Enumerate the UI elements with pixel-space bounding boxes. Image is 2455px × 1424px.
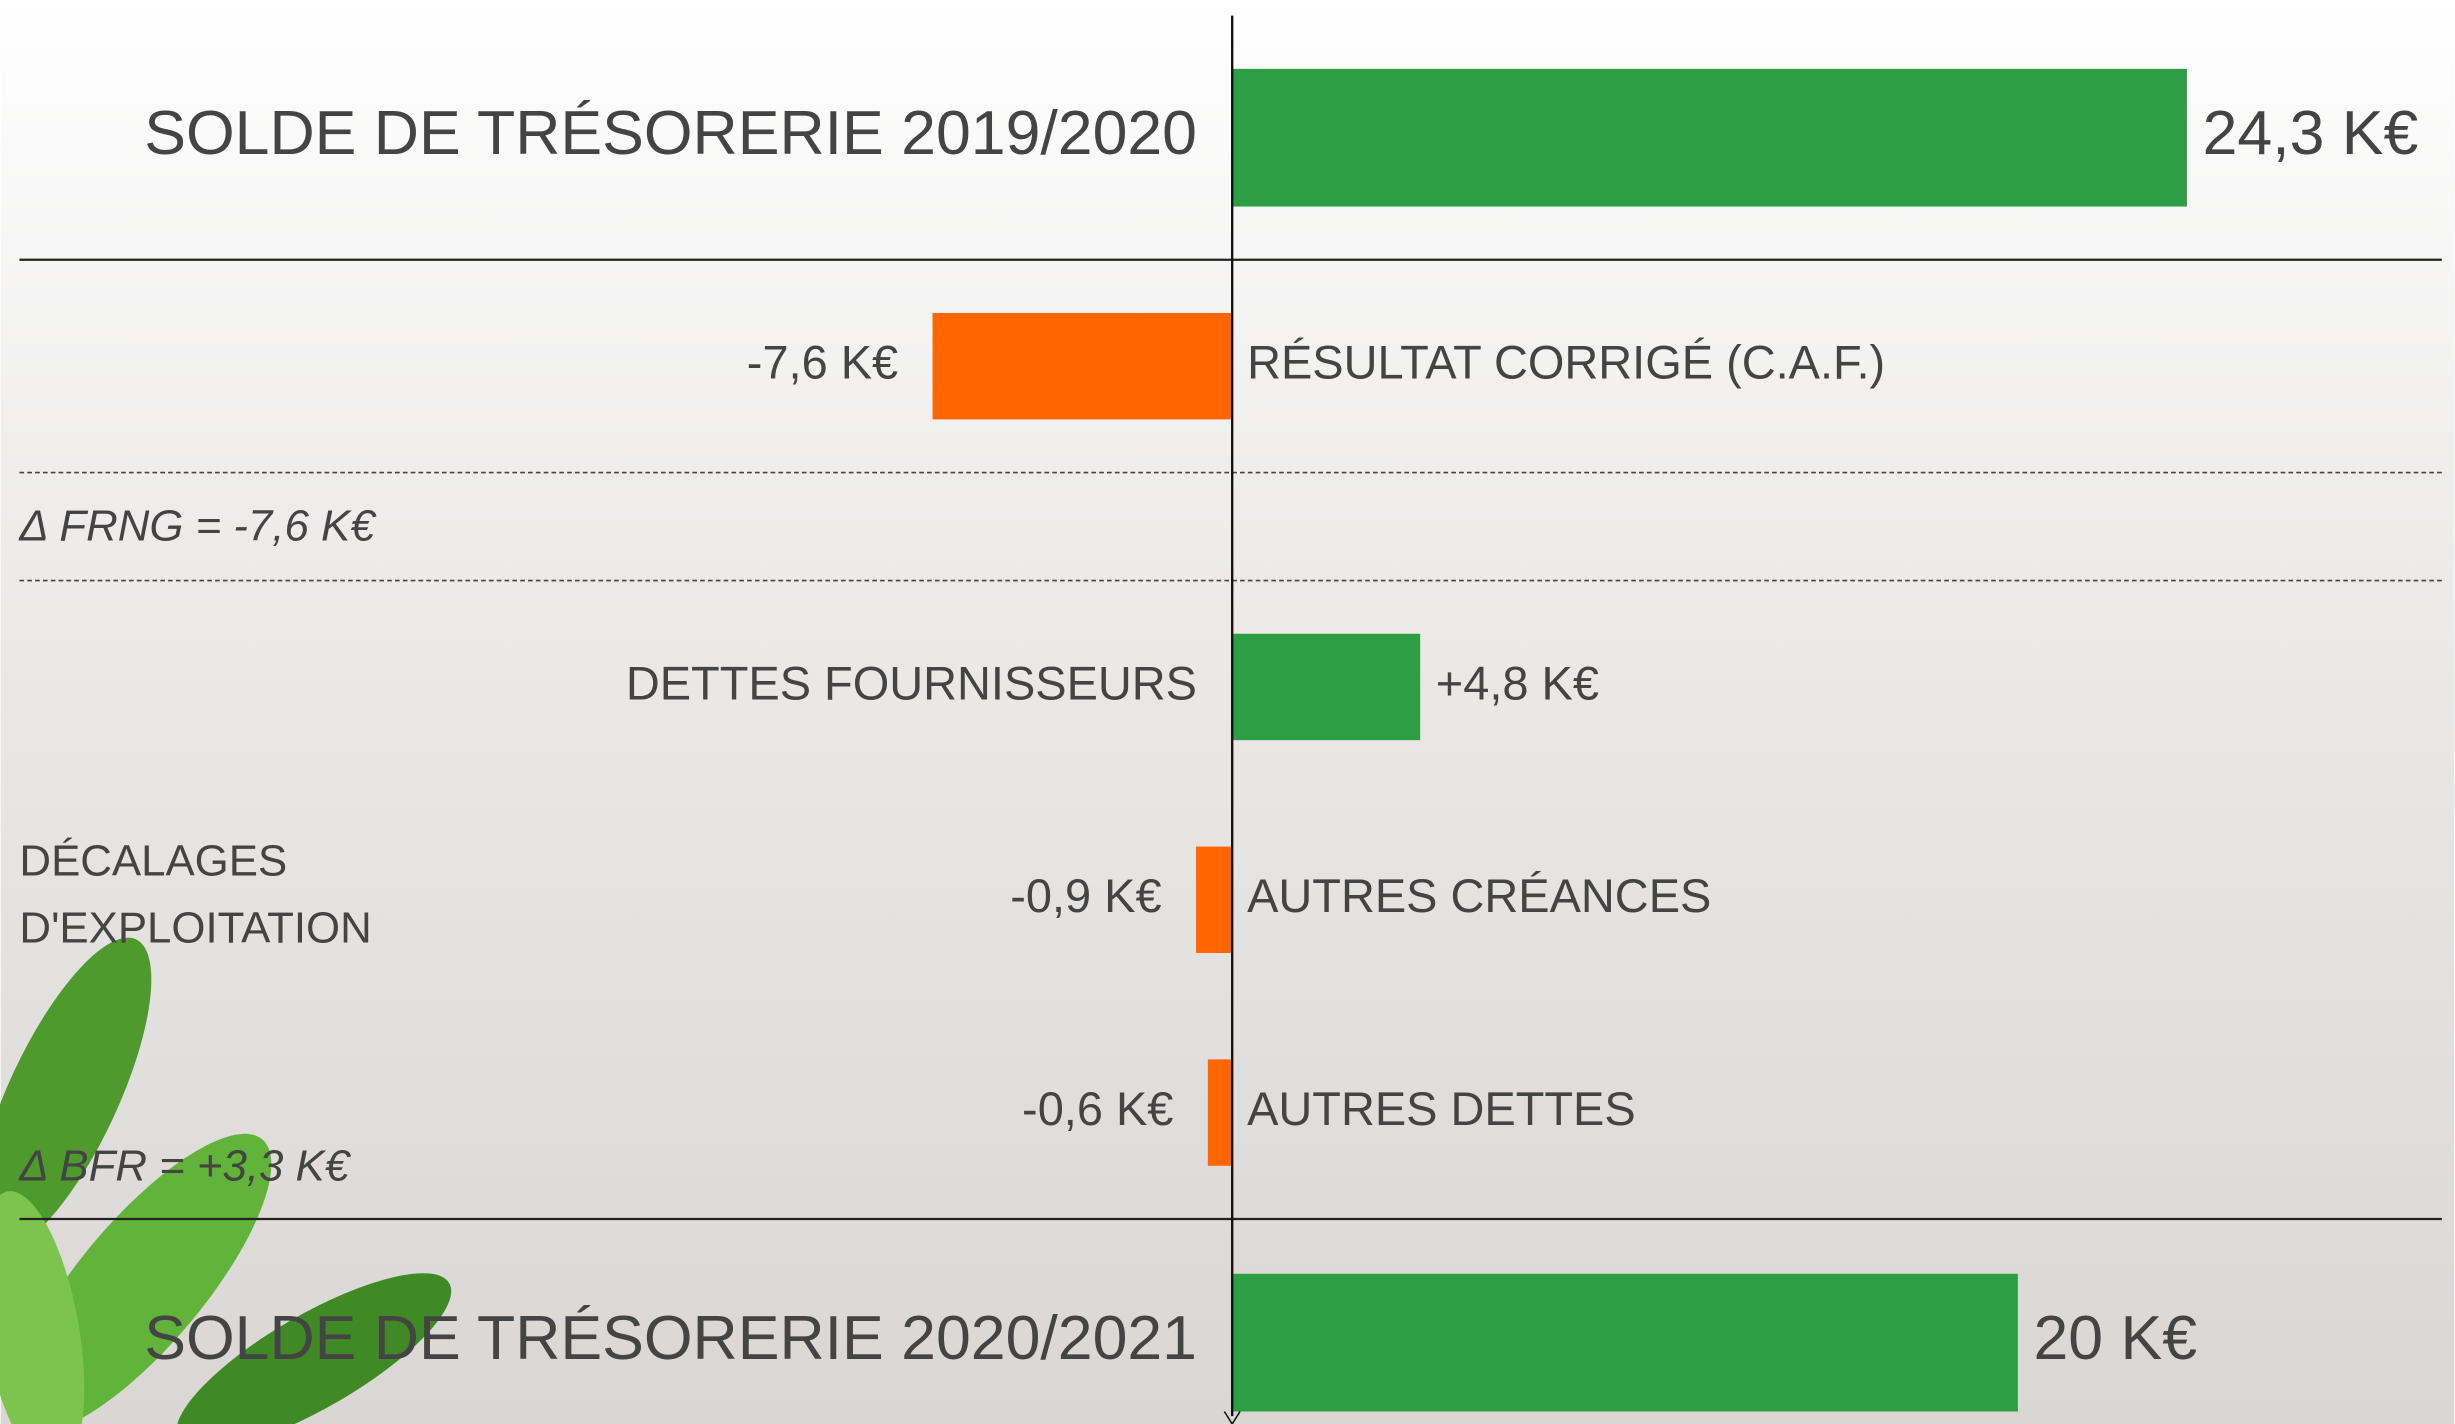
value-label: +4,8 K€ <box>1436 657 1599 709</box>
annotation: Δ BFR = +3,3 K€ <box>18 1142 351 1191</box>
annotation: Δ FRNG = -7,6 K€ <box>18 501 377 550</box>
value-label: 24,3 K€ <box>2203 98 2419 168</box>
page: {"chart_data": {"type": "bar", "orientat… <box>0 0 2455 1424</box>
annotation: D'EXPLOITATION <box>19 904 371 953</box>
value-label: -0,9 K€ <box>1010 870 1161 922</box>
annotation: DÉCALAGES <box>19 836 287 885</box>
value-label: -7,6 K€ <box>747 337 898 389</box>
category-label: RÉSULTAT CORRIGÉ (C.A.F.) <box>1247 337 1885 389</box>
value-label: 20 K€ <box>2034 1303 2198 1373</box>
bar <box>1208 1059 1232 1165</box>
background <box>1 0 2455 1424</box>
bar <box>1231 69 2187 207</box>
chart: Δ FRNG = -7,6 K€ DÉCALAGES D'EXPLOITATIO… <box>0 0 2455 1424</box>
category-label: AUTRES CRÉANCES <box>1247 870 1711 922</box>
bar <box>1196 847 1231 953</box>
category-label: SOLDE DE TRÉSORERIE 2019/2020 <box>144 98 1197 168</box>
value-label: -0,6 K€ <box>1022 1083 1173 1135</box>
bar <box>933 313 1232 419</box>
category-label: DETTES FOURNISSEURS <box>626 657 1197 709</box>
bar <box>1231 1274 2017 1412</box>
bar <box>1231 634 1420 740</box>
category-label: SOLDE DE TRÉSORERIE 2020/2021 <box>144 1303 1197 1373</box>
category-label: AUTRES DETTES <box>1247 1083 1636 1135</box>
